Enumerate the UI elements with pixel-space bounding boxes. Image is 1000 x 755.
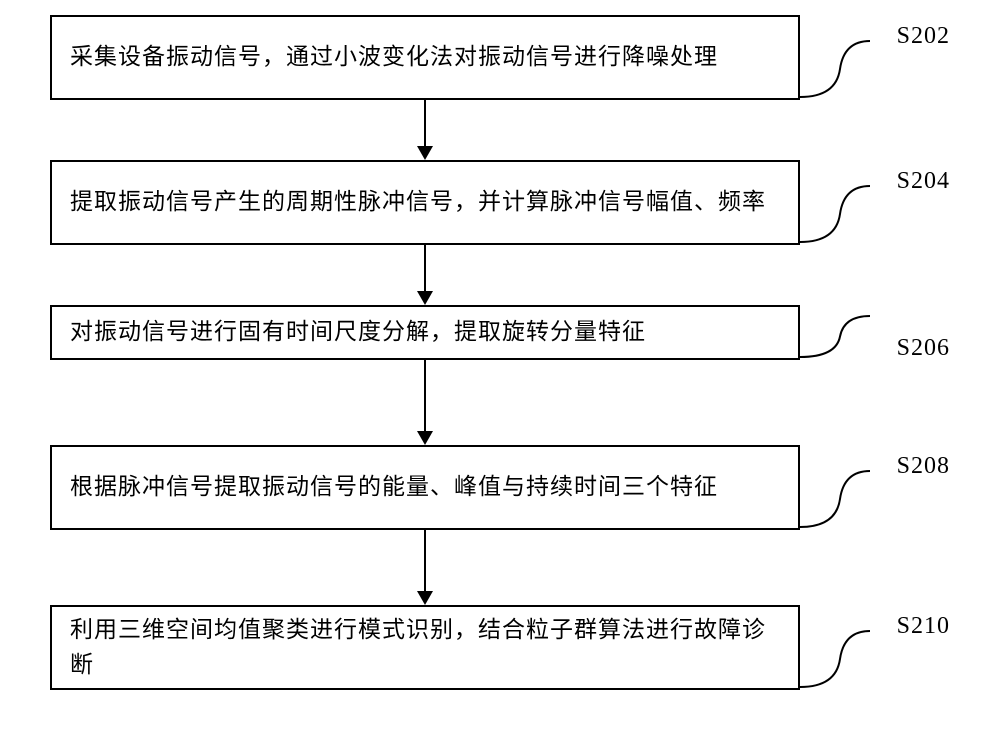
flowchart-box: 对振动信号进行固有时间尺度分解，提取旋转分量特征 [50, 305, 800, 360]
flowchart-step: 对振动信号进行固有时间尺度分解，提取旋转分量特征 S206 [50, 305, 950, 360]
connector-curve [800, 623, 880, 690]
flowchart-arrow-container [50, 100, 800, 160]
flowchart-box: 采集设备振动信号，通过小波变化法对振动信号进行降噪处理 [50, 15, 800, 100]
flowchart-step: 根据脉冲信号提取振动信号的能量、峰值与持续时间三个特征 S208 [50, 445, 950, 530]
flowchart-box-text: 利用三维空间均值聚类进行模式识别，结合粒子群算法进行故障诊断 [70, 613, 780, 682]
flowchart-container: 采集设备振动信号，通过小波变化法对振动信号进行降噪处理 S202 提取振动信号产生的… [50, 15, 950, 690]
flowchart-box: 提取振动信号产生的周期性脉冲信号，并计算脉冲信号幅值、频率 [50, 160, 800, 245]
connector-curve [800, 308, 880, 360]
connector-curve [800, 33, 880, 100]
arrow-down-icon [410, 100, 440, 160]
flowchart-box-text: 采集设备振动信号，通过小波变化法对振动信号进行降噪处理 [70, 40, 718, 75]
arrow-down-icon [410, 360, 440, 445]
flowchart-arrow-container [50, 245, 800, 305]
flowchart-arrow-container [50, 360, 800, 445]
flowchart-box-text: 根据脉冲信号提取振动信号的能量、峰值与持续时间三个特征 [70, 470, 718, 505]
flowchart-step-label: S204 [897, 168, 950, 195]
flowchart-step-label: S206 [897, 335, 950, 362]
flowchart-step: 利用三维空间均值聚类进行模式识别，结合粒子群算法进行故障诊断 S210 [50, 605, 950, 690]
connector-curve [800, 178, 880, 245]
flowchart-step: 提取振动信号产生的周期性脉冲信号，并计算脉冲信号幅值、频率 S204 [50, 160, 950, 245]
flowchart-box-text: 提取振动信号产生的周期性脉冲信号，并计算脉冲信号幅值、频率 [70, 185, 766, 220]
flowchart-step-label: S208 [897, 453, 950, 480]
flowchart-step-label: S210 [897, 613, 950, 640]
flowchart-box-text: 对振动信号进行固有时间尺度分解，提取旋转分量特征 [70, 315, 646, 350]
arrow-down-icon [410, 245, 440, 305]
flowchart-step: 采集设备振动信号，通过小波变化法对振动信号进行降噪处理 S202 [50, 15, 950, 100]
connector-curve [800, 463, 880, 530]
flowchart-box: 根据脉冲信号提取振动信号的能量、峰值与持续时间三个特征 [50, 445, 800, 530]
arrow-down-icon [410, 530, 440, 605]
flowchart-box: 利用三维空间均值聚类进行模式识别，结合粒子群算法进行故障诊断 [50, 605, 800, 690]
flowchart-arrow-container [50, 530, 800, 605]
flowchart-step-label: S202 [897, 23, 950, 50]
